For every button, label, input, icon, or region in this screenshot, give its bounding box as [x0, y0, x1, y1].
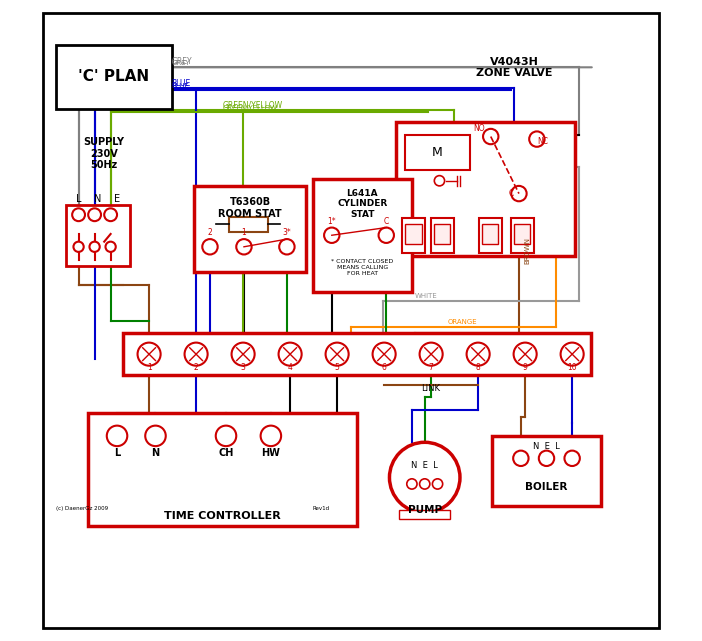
Text: LINK: LINK: [422, 384, 441, 393]
Text: 3: 3: [241, 363, 246, 372]
Text: 9: 9: [523, 363, 528, 372]
Bar: [511, 218, 534, 253]
Bar: [312, 179, 412, 292]
Text: L: L: [76, 194, 81, 204]
Bar: [435, 224, 451, 244]
Bar: [399, 510, 451, 519]
Bar: [406, 135, 470, 170]
Text: 4: 4: [288, 363, 293, 372]
Bar: [482, 224, 498, 244]
Bar: [56, 45, 171, 109]
Bar: [230, 217, 267, 232]
Text: ORANGE: ORANGE: [447, 319, 477, 325]
Text: 3*: 3*: [282, 228, 291, 237]
Text: CH: CH: [218, 449, 234, 458]
Text: 1: 1: [147, 363, 152, 372]
Text: C: C: [383, 217, 389, 226]
Text: HW: HW: [261, 449, 280, 458]
Bar: [402, 218, 425, 253]
Bar: [66, 205, 130, 266]
Text: (c) DaenerGz 2009: (c) DaenerGz 2009: [56, 506, 108, 511]
Text: 10: 10: [567, 363, 577, 372]
Text: NC: NC: [537, 137, 548, 146]
Text: GREEN/YELLOW: GREEN/YELLOW: [223, 105, 278, 112]
Text: C: C: [509, 188, 514, 197]
Text: 1*: 1*: [327, 217, 336, 226]
Text: N  E  L: N E L: [533, 442, 560, 451]
Text: 5: 5: [335, 363, 340, 372]
Bar: [515, 224, 531, 244]
Text: BROWN: BROWN: [524, 237, 530, 264]
Text: V4043H
ZONE VALVE: V4043H ZONE VALVE: [476, 56, 552, 78]
Text: 2: 2: [208, 228, 213, 237]
Text: Rev1d: Rev1d: [312, 506, 330, 511]
Text: BOILER: BOILER: [525, 483, 568, 492]
Text: 6: 6: [382, 363, 387, 372]
Bar: [492, 436, 601, 506]
Text: L641A
CYLINDER
STAT: L641A CYLINDER STAT: [337, 189, 388, 219]
Text: BLUE: BLUE: [171, 79, 191, 88]
Text: * CONTACT CLOSED
MEANS CALLING
FOR HEAT: * CONTACT CLOSED MEANS CALLING FOR HEAT: [331, 259, 393, 276]
Bar: [406, 224, 421, 244]
Bar: [479, 218, 502, 253]
Text: N: N: [152, 449, 159, 458]
Text: NO: NO: [473, 124, 485, 133]
Bar: [431, 218, 453, 253]
Text: BLUE: BLUE: [171, 83, 190, 89]
Text: 8: 8: [476, 363, 480, 372]
Bar: [396, 122, 576, 256]
Bar: [124, 333, 591, 375]
Text: TIME CONTROLLER: TIME CONTROLLER: [164, 511, 282, 521]
Text: GREEN/YELLOW: GREEN/YELLOW: [223, 101, 283, 110]
Text: T6360B
ROOM STAT: T6360B ROOM STAT: [218, 197, 282, 219]
Bar: [194, 186, 306, 272]
Text: PUMP: PUMP: [408, 505, 442, 515]
Text: 1: 1: [241, 228, 246, 237]
Bar: [88, 413, 357, 526]
Text: 'C' PLAN: 'C' PLAN: [78, 69, 150, 85]
Text: 2: 2: [194, 363, 199, 372]
Text: GREY: GREY: [171, 57, 192, 66]
Text: WHITE: WHITE: [415, 293, 438, 299]
Text: 7: 7: [429, 363, 434, 372]
Text: N: N: [94, 194, 102, 204]
Text: M: M: [432, 146, 443, 159]
Text: N  E  L: N E L: [411, 461, 438, 470]
Text: GREY: GREY: [171, 60, 190, 67]
Text: E: E: [114, 194, 120, 204]
Text: SUPPLY
230V
50Hz: SUPPLY 230V 50Hz: [84, 137, 125, 171]
Text: L: L: [114, 449, 120, 458]
